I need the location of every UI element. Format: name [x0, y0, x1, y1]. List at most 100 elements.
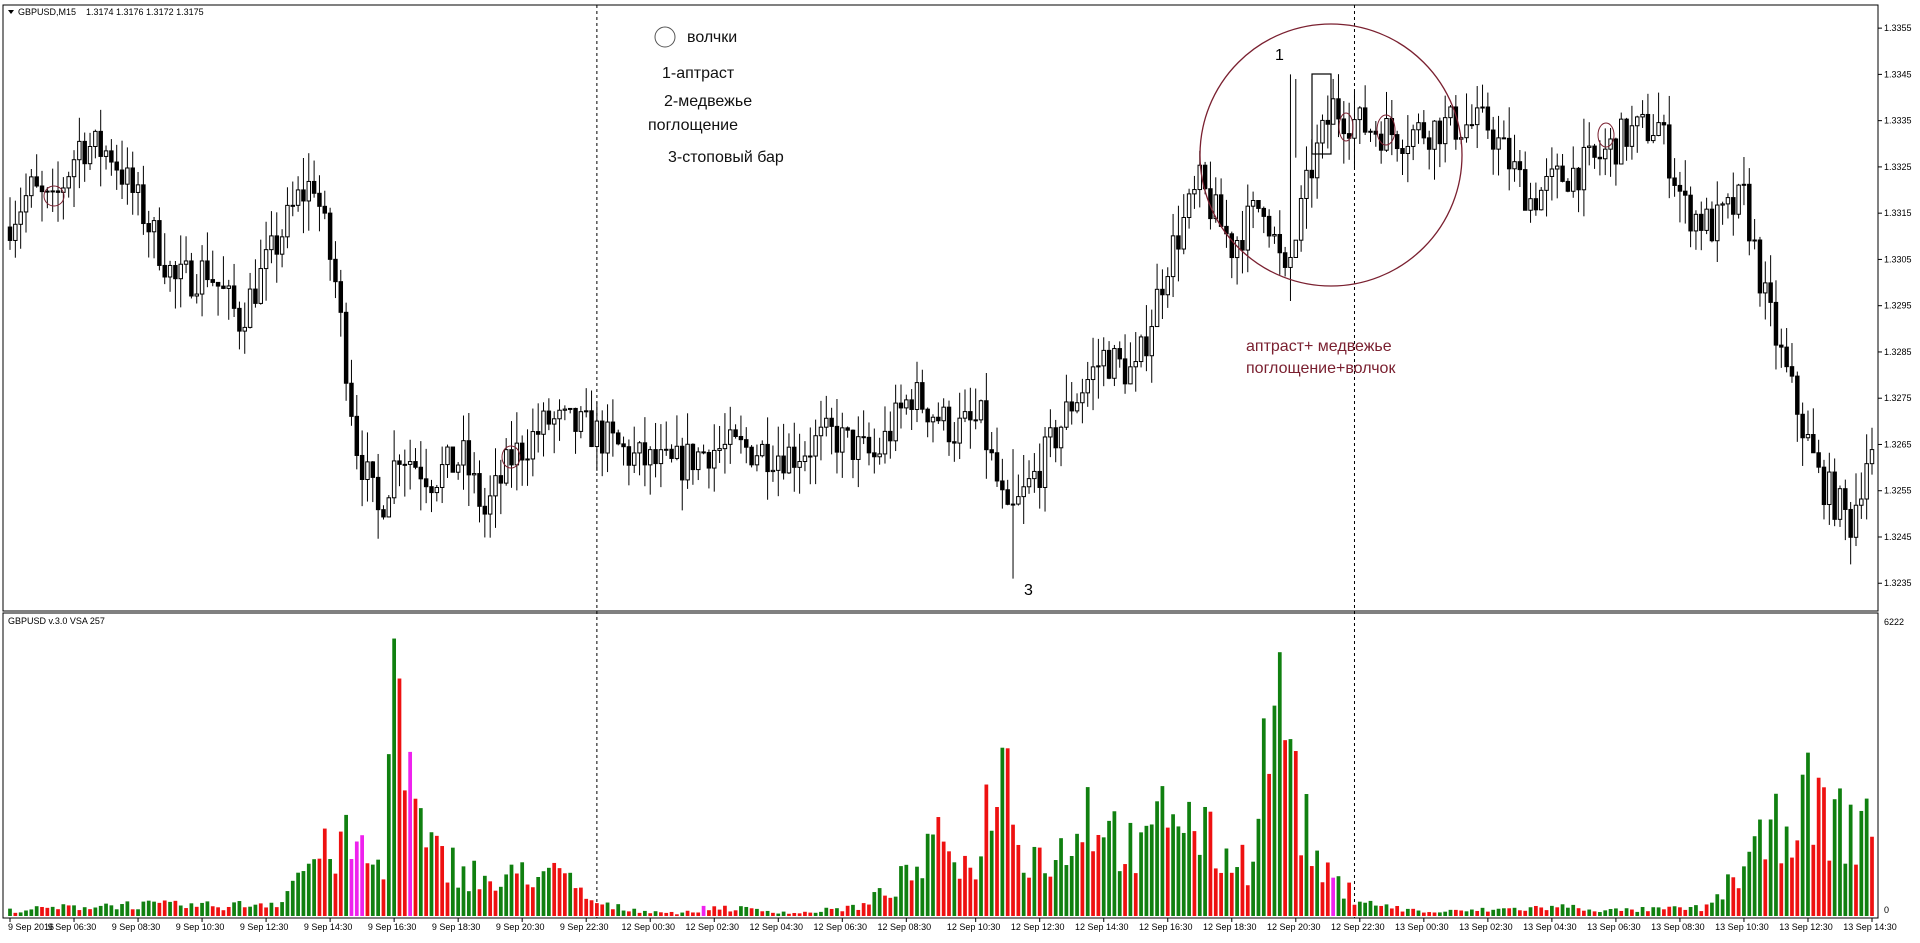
candle — [589, 390, 594, 448]
volume-bar — [418, 808, 423, 916]
candle-body — [658, 449, 664, 465]
candle-body — [546, 410, 552, 425]
candle — [71, 150, 77, 208]
volume-bar — [701, 905, 706, 916]
candle-body — [77, 140, 82, 161]
volume-bar — [808, 912, 813, 916]
candle-body — [567, 407, 573, 410]
candle — [1064, 374, 1069, 430]
candle-body — [818, 426, 824, 437]
candle — [610, 399, 616, 457]
volume-bar — [813, 912, 818, 916]
volume-bar — [1555, 907, 1560, 916]
annotation-item-1: 1-аптраст — [662, 65, 735, 82]
time-tick-label: 9 Sep 22:30 — [560, 922, 609, 932]
candle — [1512, 134, 1517, 182]
candle — [840, 412, 845, 478]
candle-body — [1859, 498, 1864, 506]
volume-bar — [1224, 848, 1229, 916]
volume-bar — [1576, 908, 1581, 916]
candle-body — [1779, 344, 1784, 348]
candle — [391, 430, 397, 505]
candle — [1773, 280, 1779, 370]
candle — [1165, 267, 1170, 308]
volume-bar — [1347, 882, 1352, 916]
volume-bar — [45, 907, 50, 916]
volume-bar — [1395, 905, 1400, 916]
candle-body — [541, 410, 546, 435]
volume-bar — [1357, 901, 1362, 916]
volume-bar — [210, 906, 215, 916]
volume-bar — [290, 880, 295, 916]
candle — [754, 444, 760, 472]
candle-body — [1410, 129, 1416, 147]
candle-body — [1848, 508, 1853, 538]
candle-body — [39, 185, 45, 193]
candle-body — [829, 417, 834, 427]
candle-body — [221, 285, 226, 289]
candle-body — [157, 220, 162, 266]
candle-body — [946, 406, 952, 443]
candle-body — [445, 446, 450, 466]
candle — [1234, 236, 1240, 285]
candle-body — [680, 445, 685, 481]
candle — [1117, 341, 1122, 368]
candle-body — [631, 452, 637, 466]
candle-body — [1640, 113, 1645, 118]
volume-bar — [664, 912, 669, 916]
volume-bar — [1469, 909, 1474, 916]
candle-body — [151, 220, 157, 233]
volume-bar — [514, 873, 519, 916]
volume-bar — [1699, 911, 1704, 916]
candle-body — [162, 264, 167, 278]
candle-body — [621, 443, 626, 448]
volume-bar — [787, 913, 791, 916]
volume-bar — [968, 867, 973, 916]
candle-body — [573, 407, 578, 432]
volume-bar — [258, 903, 263, 916]
candle-body — [1170, 235, 1176, 278]
volume-bar — [82, 907, 87, 916]
candle-body — [1549, 168, 1555, 177]
volume-bar — [61, 904, 66, 916]
candle-body — [1128, 366, 1133, 385]
candle — [23, 173, 29, 233]
time-tick-label: 13 Sep 12:30 — [1779, 922, 1833, 932]
candle — [301, 158, 306, 234]
candle — [1736, 183, 1741, 219]
volume-bar — [621, 910, 626, 916]
candle-body — [1522, 169, 1528, 211]
volume-bar — [402, 790, 407, 916]
volume-bar — [1587, 909, 1592, 916]
volume-bar — [40, 906, 44, 916]
candle — [1426, 130, 1432, 170]
candle-body — [173, 264, 178, 280]
candle-body — [1811, 434, 1816, 454]
volume-bar — [1016, 844, 1021, 916]
volume-bar — [835, 908, 839, 916]
triangle-down-icon[interactable] — [8, 10, 14, 14]
candle — [669, 444, 674, 463]
candle — [13, 200, 18, 258]
candle — [760, 440, 765, 458]
volume-bar — [1384, 904, 1389, 916]
candle — [706, 449, 712, 489]
volume-bar — [1304, 794, 1309, 916]
candle-body — [898, 402, 904, 409]
candle — [306, 153, 312, 231]
volume-bar — [232, 902, 236, 916]
candle-body — [1629, 125, 1635, 147]
candle — [946, 400, 952, 456]
volume-bar — [893, 896, 898, 916]
candle-body — [1570, 167, 1576, 192]
candle-body — [1608, 138, 1613, 150]
candle — [781, 423, 786, 480]
candle — [493, 448, 498, 528]
candle — [1544, 158, 1549, 217]
candle-body — [850, 429, 856, 460]
candles-layer — [7, 74, 1875, 579]
candle-body — [45, 190, 50, 193]
volume-bar — [8, 908, 12, 916]
